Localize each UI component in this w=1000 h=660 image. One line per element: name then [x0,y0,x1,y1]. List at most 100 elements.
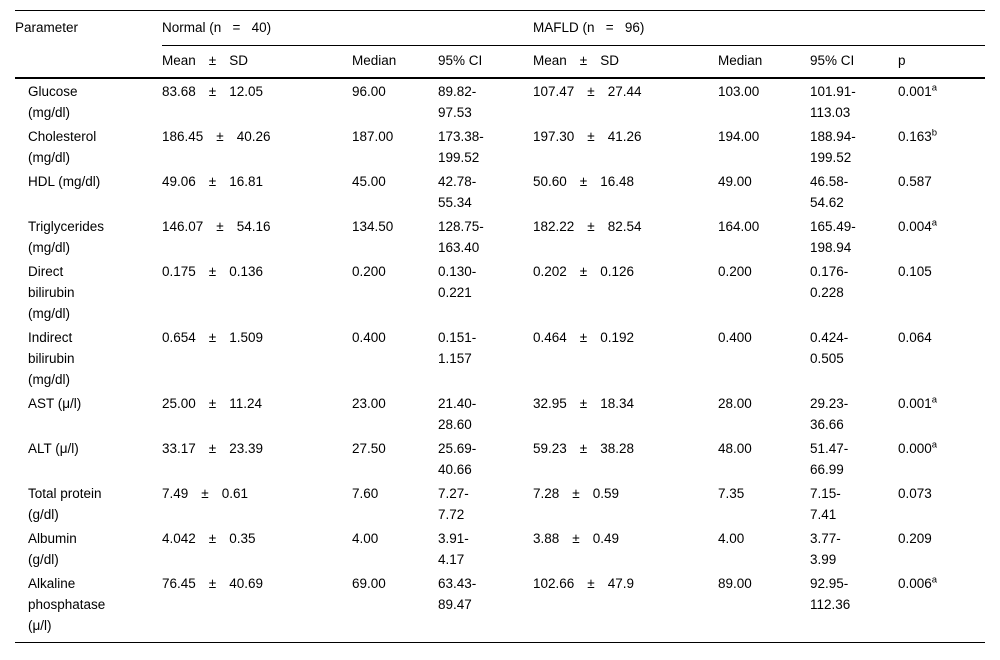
plus-minus-sign: ± [587,576,595,591]
parameter-cell: Total protein (g/dl) [28,486,102,522]
plus-minus-sign: ± [208,396,217,411]
parameter-cell: Cholesterol (mg/dl) [28,129,97,165]
mafld-median-cell: 7.35 [718,486,745,501]
empty-header-cell [15,45,162,79]
sd-value: 11.24 [229,396,262,411]
mean-value: 3.88 [533,531,560,546]
parameter-cell: Albumin (g/dl) [28,531,77,567]
plus-minus-sign: ± [579,264,588,279]
sd-header-label: SD [229,53,248,68]
mean-value: 4.042 [162,531,196,546]
p-value-cell: 0.064 [898,325,985,391]
parameter-cell: AST (μ/l) [28,396,82,411]
p-value-cell: 0.004a [898,214,985,259]
normal-ci-cell: 128.75- 163.40 [438,219,484,255]
p-value: 0.001 [898,396,932,411]
p-superscript: a [931,217,938,229]
normal-ci-header: 95% CI [438,45,533,79]
normal-median-cell: 7.60 [352,486,379,501]
mean-value: 197.30 [533,129,575,144]
sd-value: 38.28 [600,441,635,456]
mean-value: 182.22 [533,219,575,234]
normal-mean-sd-cell: 33.17 ±23.39 [162,436,352,481]
mafld-mean-sd-cell: 102.66 ±47.9 [533,571,718,643]
p-value: 0.105 [898,264,932,279]
p-value-cell: 0.163b [898,124,985,169]
p-value-cell: 0.587 [898,169,985,214]
mafld-ci-cell: 188.94- 199.52 [810,129,856,165]
normal-median-cell: 0.400 [352,330,386,345]
mean-header-label: Mean [162,53,196,68]
mafld-ci-cell: 46.58- 54.62 [810,174,849,210]
parameter-cell: Direct bilirubin (mg/dl) [28,264,75,321]
sd-value: 23.39 [229,441,264,456]
mafld-mean-sd-cell: 0.202 ±0.126 [533,259,718,325]
mean-value: 102.66 [533,576,575,591]
mafld-mean-sd-cell: 59.23 ±38.28 [533,436,718,481]
p-value: 0.001 [898,84,932,99]
normal-ci-cell: 7.27- 7.72 [438,486,469,522]
sd-value: 40.69 [229,576,264,591]
mean-value: 49.06 [162,174,196,189]
mafld-ci-header: 95% CI [810,45,898,79]
sd-value: 16.81 [229,174,264,189]
table-row: Cholesterol (mg/dl) 186.45 ±40.26 187.00 … [15,124,985,169]
plus-minus-sign: ± [579,441,588,456]
p-value-cell: 0.105 [898,259,985,325]
mafld-ci-cell: 7.15- 7.41 [810,486,841,522]
table-row: ALT (μ/l) 33.17 ±23.39 27.50 25.69- 40.66… [15,436,985,481]
mafld-mean-sd-cell: 107.47 ±27.44 [533,78,718,124]
p-value-cell: 0.073 [898,481,985,526]
mafld-median-cell: 194.00 [718,129,760,144]
sd-value: 16.48 [600,174,635,189]
mean-header-label: Mean [533,53,567,68]
plus-minus-sign: ± [208,330,217,345]
mafld-ci-cell: 92.95- 112.36 [810,571,898,643]
p-value: 0.209 [898,531,932,546]
parameter-cell: Triglycerides (mg/dl) [28,219,105,255]
p-superscript: a [931,82,938,94]
normal-mean-sd-cell: 83.68 ±12.05 [162,78,352,124]
plus-minus-sign: ± [587,129,595,144]
table-row: Total protein (g/dl) 7.49 ±0.61 7.60 7.27… [15,481,985,526]
mafld-ci-cell: 165.49- 198.94 [810,219,856,255]
p-value: 0.004 [898,219,932,234]
normal-median-cell: 96.00 [352,84,386,99]
mean-value: 7.49 [162,486,189,501]
sd-value: 27.44 [607,84,642,99]
p-column-header: p [898,45,986,79]
mean-value: 25.00 [162,396,196,411]
sd-value: 0.126 [600,264,635,279]
parameter-cell: ALT (μ/l) [28,441,79,456]
table-row: AST (μ/l) 25.00 ±11.24 23.00 21.40- 28.60… [15,391,985,436]
p-value-cell: 0.001a [898,78,985,124]
normal-mean-sd-cell: 146.07 ±54.16 [162,214,352,259]
sd-value: 0.49 [592,531,619,546]
mafld-mean-sd-cell: 7.28 ±0.59 [533,481,718,526]
parameter-cell: HDL (mg/dl) [28,174,101,189]
p-value-cell: 0.209 [898,526,985,571]
sd-value: 12.05 [229,84,264,99]
mafld-ci-cell: 101.91- 113.03 [810,84,856,120]
mean-value: 83.68 [162,84,196,99]
plus-minus-sign: ± [579,396,588,411]
normal-mean-sd-cell: 0.175 ±0.136 [162,259,352,325]
p-value: 0.006 [898,576,932,591]
parameter-column-header: Parameter [15,10,162,46]
normal-mean-sd-cell: 25.00 ±11.24 [162,391,352,436]
mean-value: 7.28 [533,486,560,501]
parameter-cell: Glucose (mg/dl) [28,84,78,120]
mafld-ci-cell: 3.77- 3.99 [810,531,841,567]
mean-value: 32.95 [533,396,567,411]
mafld-median-cell: 103.00 [718,84,760,99]
mafld-median-cell: 89.00 [718,571,810,643]
mafld-group-header: MAFLD (n = 96) [533,10,986,46]
normal-median-header: Median [352,45,438,79]
parameter-cell: Indirect bilirubin (mg/dl) [28,330,75,387]
plus-minus-sign: ± [208,84,217,99]
mafld-median-cell: 0.400 [718,330,752,345]
table-body: Glucose (mg/dl) 83.68 ±12.05 96.00 89.82-… [15,78,986,643]
mean-value: 33.17 [162,441,196,456]
normal-median-cell: 187.00 [352,129,394,144]
sd-value: 0.61 [221,486,248,501]
